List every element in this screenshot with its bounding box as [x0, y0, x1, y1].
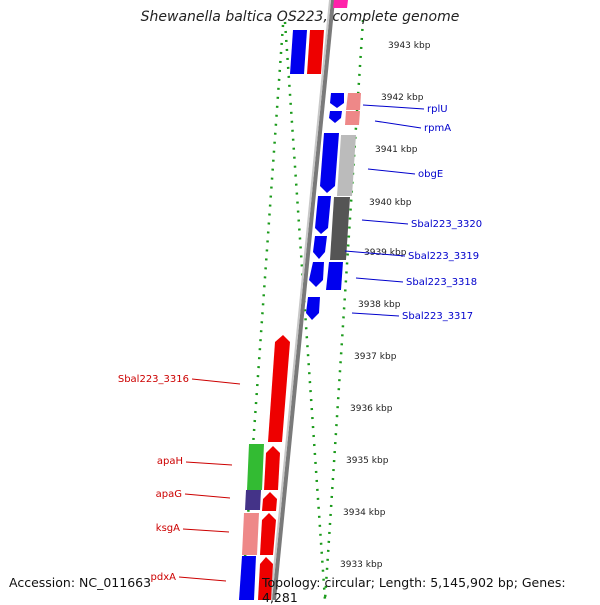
callout-line	[361, 219, 409, 225]
cds-apaH-gc	[247, 444, 264, 490]
cds-3316	[268, 335, 290, 442]
cds-pdxA	[258, 557, 273, 600]
callout-line	[374, 120, 422, 129]
cds-apaG-gc	[245, 490, 261, 510]
cds-3320	[315, 196, 331, 234]
tick-label: 3933 kbp	[340, 560, 383, 570]
cds-apaH	[264, 446, 280, 490]
tick-label: 3942 kbp	[381, 93, 424, 103]
tick-label: 3943 kbp	[388, 41, 431, 51]
cds-ksgA-gc	[242, 513, 259, 555]
callout-line	[185, 461, 233, 466]
gene-labels-right: rplU rpmA obgE Sbal223_3320 Sbal223_3319 Sbal…	[344, 104, 482, 322]
cds-obgE-gc	[337, 135, 356, 196]
tick-label: 3936 kbp	[350, 404, 393, 414]
accession-text: Accession: NC_011663	[9, 575, 152, 590]
cds-top-red	[307, 30, 324, 74]
cds-top-blue	[290, 30, 307, 74]
gene-labels-left: Sbal223_3316 apaH apaG ksgA pdxA	[118, 374, 241, 583]
callout-line	[362, 104, 425, 110]
gene-label: Sbal223_3317	[402, 311, 473, 322]
gene-label: pdxA	[151, 572, 177, 583]
cds-apaG	[262, 492, 277, 511]
callout-line	[344, 250, 406, 257]
gene-label: obgE	[418, 169, 443, 180]
gene-label: Sbal223_3319	[408, 251, 479, 262]
gene-label: Sbal223_3316	[118, 374, 189, 385]
callout-line	[355, 277, 404, 283]
tick-label: 3935 kbp	[346, 456, 389, 466]
gene-label: rplU	[427, 104, 448, 115]
tick-label: 3937 kbp	[354, 352, 397, 362]
gene-label: ksgA	[156, 523, 180, 534]
cds-rpmA-gc	[345, 111, 360, 125]
tick-label: 3934 kbp	[343, 508, 386, 518]
cds-3319	[313, 236, 327, 259]
callout-line	[184, 493, 231, 499]
tick-label: 3941 kbp	[375, 145, 418, 155]
genome-title: Shewanella baltica OS223, complete genom…	[140, 9, 460, 25]
cds-ksgA	[260, 513, 276, 555]
reverse-cds-track	[239, 335, 290, 600]
gene-label: Sbal223_3318	[406, 277, 477, 288]
cds-rplU-gc	[346, 93, 361, 110]
topology-text: Topology: circular; Length: 5,145,902 bp…	[262, 575, 566, 605]
tick-label: 3939 kbp	[364, 248, 407, 258]
forward-cds-track	[290, 0, 361, 320]
gene-label: rpmA	[424, 123, 451, 134]
gene-label: apaG	[156, 489, 182, 500]
cds-obgE	[320, 133, 339, 193]
cds-rpmA	[329, 111, 342, 123]
position-ticks: 3943 kbp 3942 kbp 3941 kbp 3940 kbp 3939 kbp…	[340, 41, 431, 570]
cds-rplU	[330, 93, 344, 108]
tick-label: 3940 kbp	[369, 198, 412, 208]
tick-label: 3938 kbp	[358, 300, 401, 310]
inner-gc-track	[240, 24, 285, 600]
callout-line	[178, 576, 227, 582]
gene-label: apaH	[157, 456, 183, 467]
outer-gc-track	[283, 19, 365, 600]
cds-3318-gc	[326, 262, 343, 290]
cds-top-magenta	[333, 0, 348, 8]
callout-line	[191, 378, 241, 385]
cds-3318	[309, 262, 324, 287]
callout-line	[182, 528, 230, 533]
cds-3320-gc	[330, 197, 350, 260]
backbone-axis	[270, 0, 335, 600]
cds-3317	[306, 297, 320, 320]
cds-pdxA-gc	[239, 556, 256, 600]
callout-line	[351, 312, 400, 317]
callout-line	[367, 168, 416, 175]
gene-label: Sbal223_3320	[411, 219, 482, 230]
